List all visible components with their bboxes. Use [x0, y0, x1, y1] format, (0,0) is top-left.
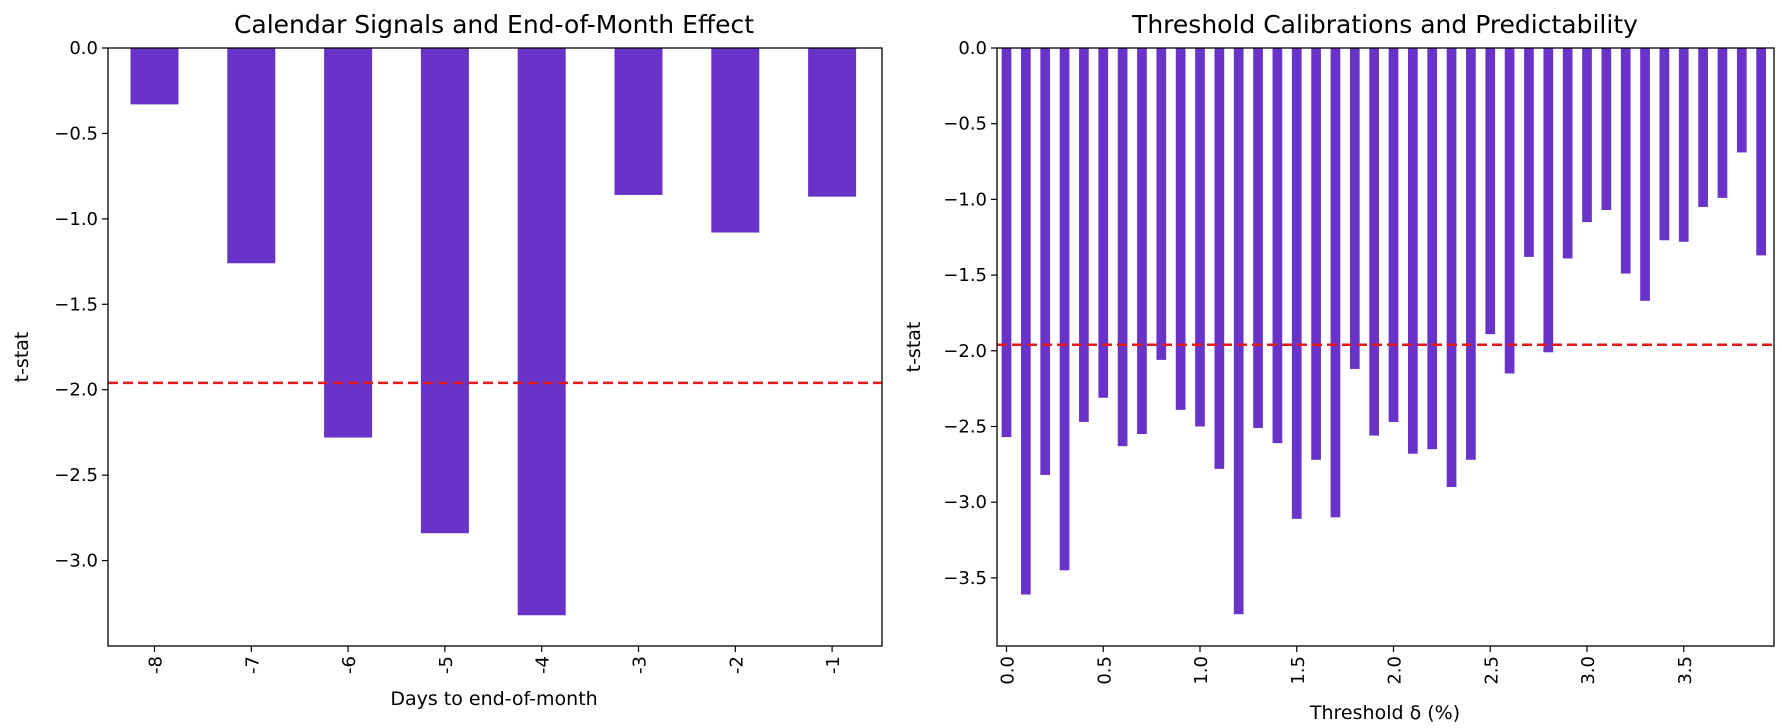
- right-chart-bars: [1001, 48, 1766, 615]
- bar: [1330, 48, 1341, 518]
- bar: [1253, 48, 1263, 428]
- bar: [1079, 48, 1089, 422]
- bar: [1059, 48, 1070, 571]
- bar: [1427, 48, 1438, 450]
- bar: [517, 48, 566, 616]
- x-tick-label: -3: [630, 656, 651, 674]
- bar: [1640, 48, 1650, 301]
- bar: [1098, 48, 1109, 398]
- bar: [1021, 48, 1031, 595]
- bar: [1388, 48, 1399, 422]
- left-chart-x-ticks: -8 -7 -6 -5 -4 -3 -2 -1: [146, 646, 844, 674]
- bar: [1582, 48, 1592, 223]
- right-chart: Threshold Calibrations and Predictabilit…: [903, 10, 1775, 724]
- bar: [1175, 48, 1186, 410]
- bar: [1620, 48, 1631, 274]
- bar: [1408, 48, 1418, 454]
- y-tick-label: −3.5: [943, 568, 987, 589]
- x-tick-label: -6: [339, 656, 360, 674]
- x-tick-label: 0.5: [1094, 656, 1115, 685]
- x-tick-label: 3.0: [1578, 656, 1599, 685]
- right-chart-x-ticks: 0.0 0.5 1.0 1.5 2.0 2.5 3.0 3.5: [998, 646, 1696, 685]
- bar: [1678, 48, 1689, 242]
- right-chart-ylabel: t-stat: [903, 322, 925, 373]
- y-tick-label: 0.0: [69, 38, 98, 59]
- left-chart-y-ticks: 0.0 −0.5 −1.0 −1.5 −2.0 −2.5 −3.0: [54, 38, 108, 572]
- bar: [1117, 48, 1128, 447]
- bar: [1272, 48, 1283, 444]
- bar: [1601, 48, 1612, 210]
- y-tick-label: −2.0: [54, 380, 98, 401]
- bar: [1233, 48, 1244, 615]
- bar: [614, 48, 663, 195]
- bar: [1369, 48, 1379, 436]
- bar: [1717, 48, 1728, 198]
- x-tick-label: 1.0: [1191, 656, 1212, 685]
- bar: [130, 48, 179, 105]
- y-tick-label: −1.5: [54, 294, 98, 315]
- x-tick-label: 1.5: [1288, 656, 1309, 685]
- x-tick-label: 3.5: [1675, 656, 1696, 685]
- right-chart-plot-frame: [996, 47, 1775, 647]
- bar: [1311, 48, 1321, 460]
- y-tick-label: −2.5: [943, 416, 987, 437]
- y-tick-label: −0.5: [54, 123, 98, 144]
- bar: [227, 48, 276, 264]
- left-chart: Calendar Signals and End-of-Month Effect…: [11, 10, 883, 710]
- left-chart-bars: [130, 48, 857, 616]
- x-tick-label: -1: [823, 656, 844, 674]
- bar: [1698, 48, 1708, 207]
- bar: [1349, 48, 1360, 369]
- x-tick-label: -4: [533, 656, 554, 674]
- y-tick-label: −3.0: [943, 492, 987, 513]
- bar: [1466, 48, 1476, 460]
- bar: [1524, 48, 1534, 257]
- y-tick-label: −1.0: [943, 189, 987, 210]
- bar: [1040, 48, 1051, 475]
- bar: [1156, 48, 1167, 360]
- bar: [1137, 48, 1147, 435]
- y-tick-label: 0.0: [958, 38, 987, 59]
- x-tick-label: 2.0: [1385, 656, 1406, 685]
- bar: [1504, 48, 1515, 374]
- bar: [1659, 48, 1670, 241]
- bar: [1291, 48, 1302, 519]
- bar: [711, 48, 760, 233]
- y-tick-label: −2.5: [54, 465, 98, 486]
- x-tick-label: 0.0: [998, 656, 1019, 685]
- bar: [324, 48, 373, 438]
- left-chart-title: Calendar Signals and End-of-Month Effect: [234, 10, 754, 39]
- x-tick-label: -2: [726, 656, 747, 674]
- right-chart-title: Threshold Calibrations and Predictabilit…: [1131, 10, 1638, 39]
- bar: [420, 48, 469, 534]
- bar: [1195, 48, 1205, 427]
- bar: [1214, 48, 1225, 469]
- x-tick-label: 2.5: [1481, 656, 1502, 685]
- left-chart-plot-frame: [107, 47, 883, 647]
- x-tick-label: -8: [146, 656, 167, 674]
- x-tick-label: -7: [242, 656, 263, 674]
- left-chart-xlabel: Days to end-of-month: [390, 688, 597, 710]
- left-chart-ylabel: t-stat: [11, 332, 33, 383]
- bar: [1485, 48, 1496, 335]
- y-tick-label: −1.5: [943, 265, 987, 286]
- y-tick-label: −2.0: [943, 341, 987, 362]
- right-chart-y-ticks: 0.0 −0.5 −1.0 −1.5 −2.0 −2.5 −3.0 −3.5: [943, 38, 997, 589]
- x-tick-label: -5: [436, 656, 457, 674]
- bar: [1562, 48, 1573, 259]
- y-tick-label: −3.0: [54, 551, 98, 572]
- bar: [808, 48, 857, 197]
- bar: [1736, 48, 1747, 153]
- y-tick-label: −0.5: [943, 114, 987, 135]
- bar: [1543, 48, 1554, 353]
- bar: [1001, 48, 1012, 438]
- bar: [1756, 48, 1766, 256]
- right-chart-xlabel: Threshold δ (%): [1309, 702, 1460, 724]
- bar: [1446, 48, 1457, 488]
- y-tick-label: −1.0: [54, 209, 98, 230]
